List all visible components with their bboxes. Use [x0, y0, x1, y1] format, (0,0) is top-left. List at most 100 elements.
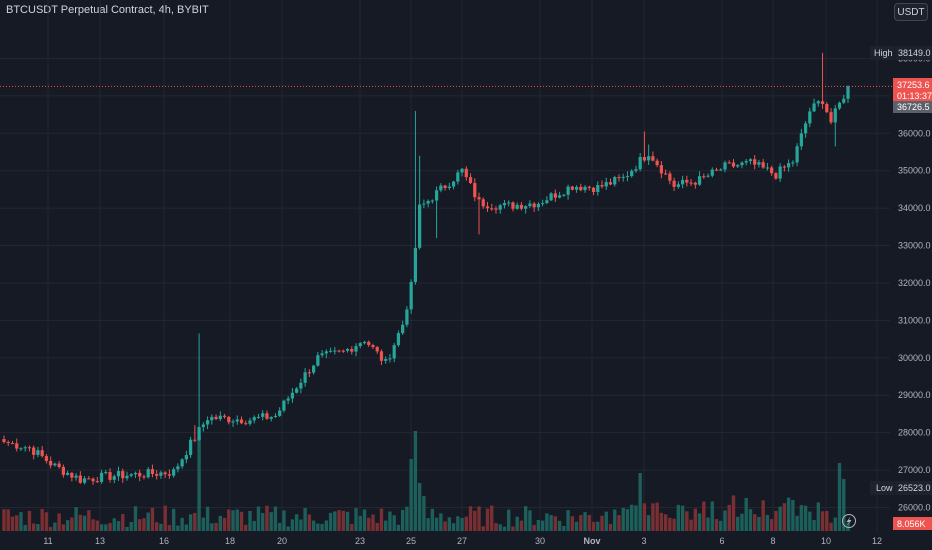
candle: [846, 85, 850, 104]
volume-bar: [396, 524, 401, 531]
volume-bar: [142, 518, 146, 531]
lightning-icon[interactable]: [842, 514, 856, 528]
time-tick-label: 23: [355, 536, 365, 546]
candle: [689, 179, 693, 186]
volume-bar: [252, 520, 256, 531]
volume-bar: [625, 509, 630, 531]
candle-body: [477, 197, 481, 200]
candle-body: [193, 439, 197, 441]
candle-body: [401, 324, 405, 334]
volume-bar: [269, 512, 273, 531]
candle-body: [630, 170, 634, 177]
candle: [116, 466, 121, 481]
candle-body: [655, 160, 659, 166]
candle: [396, 330, 401, 347]
candle: [702, 173, 706, 179]
candle-body: [799, 133, 803, 147]
candle: [744, 158, 748, 166]
candle-body: [333, 350, 337, 352]
candle: [498, 203, 502, 214]
volume-bar: [129, 521, 133, 531]
volume-bar: [545, 513, 549, 531]
volume-bar: [786, 497, 791, 531]
price-axis[interactable]: 26000.0 27000.0 28000.0 29000.0 30000.0 31000…: [898, 53, 931, 512]
candle-body: [778, 166, 782, 179]
candle: [714, 167, 719, 172]
candle: [307, 369, 311, 378]
volume-bar: [714, 519, 719, 531]
candle: [299, 378, 303, 394]
volume-bar: [608, 523, 613, 531]
candle: [61, 464, 65, 478]
time-tick-label: 11: [43, 536, 52, 546]
currency-button[interactable]: USDT: [894, 3, 928, 21]
volume-bar: [820, 511, 825, 531]
volume-bar: [731, 495, 736, 531]
candle-body: [468, 177, 473, 184]
candle: [163, 471, 167, 478]
volume-bar: [367, 517, 371, 531]
volume-bar: [816, 502, 821, 531]
candle-body: [19, 448, 23, 450]
candle: [371, 343, 375, 350]
candle: [778, 163, 782, 183]
volume-bar: [417, 483, 422, 531]
volume-bar: [176, 525, 180, 531]
candle-body: [392, 345, 396, 359]
volume-bar: [307, 514, 312, 531]
candle: [774, 172, 778, 180]
candle: [290, 388, 295, 403]
candle: [613, 175, 617, 187]
volume-bar: [574, 521, 579, 531]
low-label-text: Low: [876, 483, 893, 493]
candle: [91, 477, 95, 485]
volume-bar: [515, 516, 519, 531]
candle-body: [222, 415, 227, 417]
candle: [295, 387, 299, 394]
volume-bars: [2, 431, 850, 531]
candle: [104, 469, 108, 475]
candle: [664, 169, 668, 176]
chart-grid: [0, 0, 890, 532]
candle-body: [201, 424, 205, 428]
volume-bar: [2, 509, 6, 531]
candle: [842, 94, 846, 105]
time-axis[interactable]: 11 13 16 18 20 23 25 27 30 Nov 3 6 8 10 12: [43, 536, 882, 546]
candle-body: [99, 472, 104, 482]
candle: [481, 197, 485, 209]
volume-bar: [333, 511, 337, 531]
candle: [193, 425, 197, 443]
candle-body: [782, 166, 786, 168]
candle: [748, 158, 753, 165]
volume-bar: [210, 523, 214, 531]
volume-bar: [562, 525, 566, 531]
countdown-value: 01:13:37: [897, 91, 932, 101]
candle-body: [434, 190, 439, 201]
candle: [630, 169, 634, 178]
volume-bar: [523, 506, 528, 531]
candle: [418, 155, 422, 250]
candle: [816, 100, 820, 107]
candle-body: [350, 349, 354, 352]
volume-bar: [778, 506, 782, 531]
candle: [142, 474, 146, 480]
volume-bar: [341, 510, 345, 531]
candle-body: [121, 471, 125, 479]
candle-body: [579, 186, 583, 191]
candle-body: [341, 350, 345, 352]
candle-body: [625, 176, 630, 178]
volume-bar: [702, 501, 706, 531]
candle-body: [447, 186, 451, 188]
candle: [265, 410, 269, 420]
candle: [591, 186, 596, 196]
candle: [519, 202, 524, 211]
candle: [655, 158, 659, 168]
candle-body: [676, 184, 680, 187]
candle-body: [638, 157, 642, 170]
candle: [600, 180, 604, 189]
volume-bar: [6, 509, 10, 531]
candle-body: [36, 450, 40, 455]
candle-body: [604, 182, 608, 187]
candle: [697, 171, 702, 186]
